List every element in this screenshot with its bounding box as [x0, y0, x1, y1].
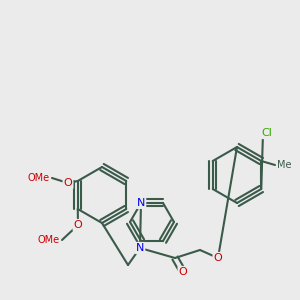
Text: OMe: OMe [28, 173, 50, 183]
Text: O: O [74, 220, 82, 230]
Text: N: N [136, 243, 144, 253]
Text: O: O [214, 253, 222, 263]
Text: Cl: Cl [262, 128, 272, 138]
Text: O: O [178, 267, 188, 277]
Text: O: O [64, 178, 72, 188]
Text: N: N [137, 198, 145, 208]
Text: OMe: OMe [38, 235, 60, 245]
Text: Me: Me [277, 160, 292, 170]
